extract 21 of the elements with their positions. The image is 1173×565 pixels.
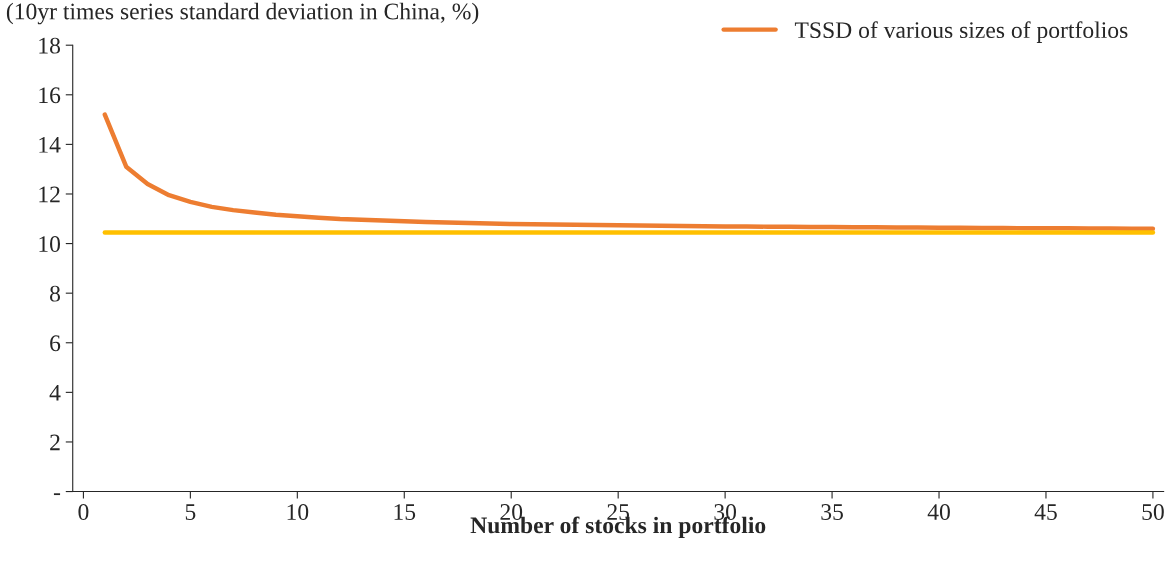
x-tick-label: 0 [78,504,89,520]
y-tick-label: - [53,493,61,496]
y-tick-label: 2 [50,434,60,451]
x-tick-label: 50 [1142,504,1164,520]
y-tick-label: 14 [39,136,61,153]
line-series [102,112,1156,231]
y-tick-label: 10 [39,236,61,252]
x-tick-label: 15 [394,504,416,520]
x-tick-label: 10 [287,504,309,520]
y-tick-label: 6 [50,335,61,352]
y-axis-title: (10yr times series standard deviation in China, %) [6,2,479,25]
y-tick-label: 18 [39,37,61,54]
x-tick-label: 35 [821,504,843,520]
y-tick-label: 12 [39,186,60,203]
y-tick-label: 16 [39,87,61,104]
y-tick-label: 8 [50,285,61,302]
x-tick-label: 5 [185,504,196,520]
y-tick-label: 4 [49,385,61,401]
x-tick-label: 40 [927,504,950,520]
x-tick-label: 45 [1034,504,1057,520]
legend-label: TSSD of various sizes of portfolios [794,21,1128,43]
